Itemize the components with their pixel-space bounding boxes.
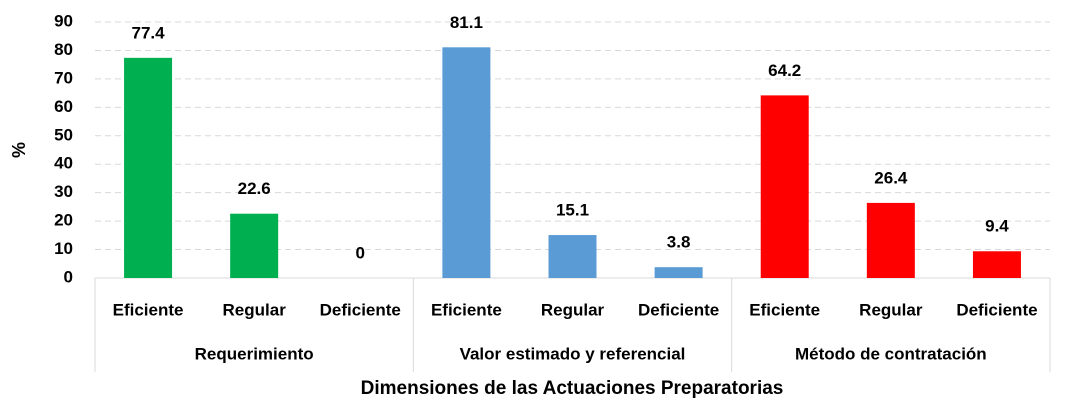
x-tick-label: Deficiente — [638, 300, 719, 319]
data-label: 3.8 — [667, 233, 691, 252]
y-tick-label: 60 — [54, 97, 73, 116]
y-tick-label: 30 — [54, 182, 73, 201]
x-tick-label: Regular — [541, 300, 605, 319]
data-label: 22.6 — [238, 179, 271, 198]
x-axis-label: Dimensiones de las Actuaciones Preparato… — [361, 378, 784, 399]
y-tick-label: 10 — [54, 239, 73, 258]
bar — [654, 267, 703, 278]
x-tick-label: Eficiente — [113, 300, 184, 319]
data-label: 0 — [356, 243, 365, 262]
bar — [124, 57, 173, 279]
x-tick-label: Deficiente — [320, 300, 401, 319]
x-tick-label: Deficiente — [956, 300, 1037, 319]
x-tick-label: Regular — [223, 300, 287, 319]
data-label: 26.4 — [874, 168, 908, 187]
x-tick-label: Regular — [859, 300, 923, 319]
y-tick-label: 50 — [54, 125, 73, 144]
data-label: 81.1 — [450, 13, 483, 32]
y-tick-label: 70 — [54, 68, 73, 87]
group-label: Valor estimado y referencial — [460, 344, 686, 363]
data-label: 77.4 — [132, 23, 166, 42]
bar — [760, 95, 809, 279]
bar — [972, 251, 1021, 278]
y-tick-label: 20 — [54, 211, 73, 230]
bar — [866, 202, 915, 278]
y-tick-label: 90 — [54, 11, 73, 30]
x-tick-label: Eficiente — [431, 300, 502, 319]
x-tick-label: Eficiente — [749, 300, 820, 319]
y-tick-label: 80 — [54, 40, 73, 59]
y-axis-label: % — [9, 142, 29, 158]
data-label: 15.1 — [556, 201, 589, 220]
bar — [230, 213, 279, 278]
data-label: 9.4 — [985, 217, 1009, 236]
bar — [442, 47, 491, 279]
group-label: Requerimiento — [195, 344, 314, 363]
group-label: Método de contratación — [795, 344, 987, 363]
y-tick-label: 0 — [64, 267, 73, 286]
y-tick-label: 40 — [54, 154, 73, 173]
data-label: 64.2 — [768, 61, 801, 80]
bar — [548, 235, 597, 278]
